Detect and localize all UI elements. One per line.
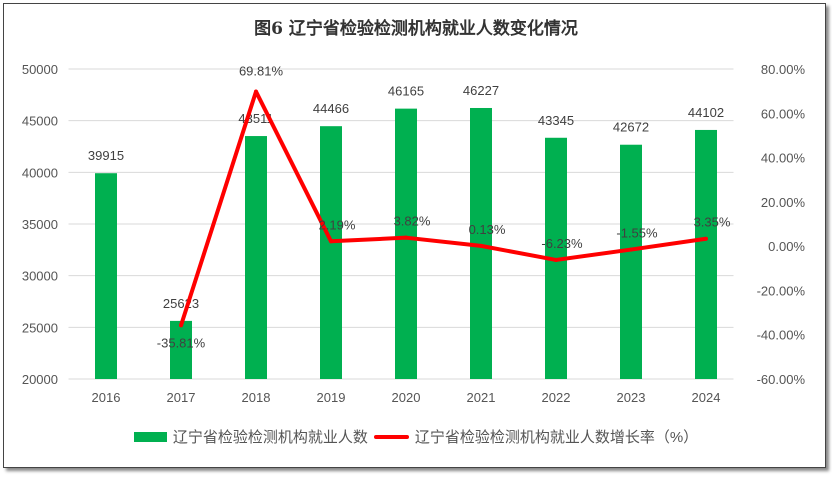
line-data-label: 3.35% [694,215,731,230]
bar [170,320,192,379]
y-right-tick-label: 0.00% [768,239,805,254]
bar-data-label: 43345 [538,113,574,128]
bar [620,144,642,379]
y-left-tick-label: 25000 [22,320,58,335]
x-tick-label: 2022 [542,390,571,405]
line-data-label: 3.82% [394,214,431,229]
bar [695,129,717,379]
bar [245,136,267,379]
bar [395,108,417,380]
x-tick-label: 2020 [392,390,421,405]
y-right-tick-label: 60.00% [761,106,806,121]
line-data-label: -6.23% [541,236,583,251]
bar [95,173,117,379]
y-left-tick-label: 40000 [22,165,58,180]
y-left-tick-label: 30000 [22,269,58,284]
bar-data-label: 44466 [313,101,349,116]
chart-title: 图6 辽宁省检验检测机构就业人数变化情况 [254,19,578,39]
y-left-tick-label: 45000 [22,114,58,129]
legend-line-label: 辽宁省检验检测机构就业人数增长率（%） [414,429,699,446]
y-right-tick-label: -60.00% [757,372,806,387]
line-data-label: 0.13% [469,222,506,237]
line-point [329,239,333,244]
y-right-tick-label: -20.00% [757,283,806,298]
bar [320,126,342,380]
x-tick-label: 2023 [617,390,646,405]
x-tick-label: 2018 [242,390,271,405]
line-point [554,257,558,262]
bar-data-label: 25623 [163,296,199,311]
bar-data-label: 39915 [88,148,124,163]
line-point [479,243,483,248]
y-right-tick-label: 40.00% [761,151,806,166]
legend-bar-label: 辽宁省检验检测机构就业人数 [172,429,368,446]
bar-data-label: 46227 [463,83,499,98]
line-data-label: 2.19% [319,217,356,232]
x-tick-label: 2016 [92,390,121,405]
x-tick-label: 2024 [692,390,721,405]
line-data-label: -35.81% [157,335,206,350]
legend-line-swatch [373,434,409,439]
line-data-label: 69.81% [239,64,284,79]
y-right-tick-label: 20.00% [761,195,806,210]
line-point [404,235,408,240]
x-tick-label: 2017 [167,390,196,405]
line-data-label: -1.55% [616,226,658,241]
line-point [179,323,183,328]
y-left-tick-label: 35000 [22,217,58,232]
y-left-tick-label: 50000 [22,62,58,77]
bar-data-label: 42672 [613,120,649,135]
legend: 辽宁省检验检测机构就业人数 辽宁省检验检测机构就业人数增长率（%） [0,426,832,447]
bar [470,107,492,379]
x-tick-label: 2019 [317,390,346,405]
growth-rate-line [179,89,707,327]
y-left-tick-label: 20000 [22,372,58,387]
bar-data-label: 46165 [388,84,424,99]
y-right-tick-label: 80.00% [761,62,806,77]
bar-data-label: 44102 [688,105,724,120]
legend-bar-swatch [133,431,167,442]
line-point [704,236,708,241]
line-point [629,247,633,252]
x-tick-label: 2021 [467,390,496,405]
y-right-tick-label: -40.00% [757,328,806,343]
line-point [254,89,258,94]
